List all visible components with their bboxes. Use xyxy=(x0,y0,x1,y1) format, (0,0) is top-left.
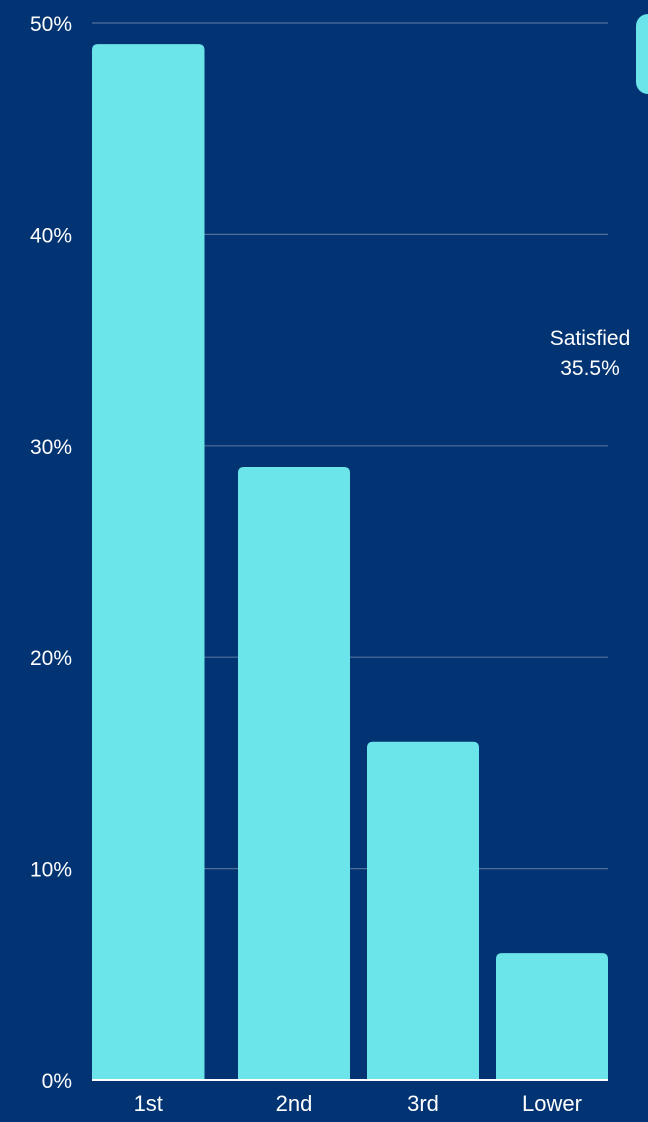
y-tick-label: 30% xyxy=(30,436,72,459)
x-category-label: Lower xyxy=(522,1091,582,1116)
bar-lower xyxy=(496,953,608,1080)
x-category-label: 1st xyxy=(134,1091,163,1116)
y-tick-label: 40% xyxy=(30,224,72,247)
x-axis-categories: 1st 2nd 3rd Lower xyxy=(134,1091,582,1116)
bar-3rd xyxy=(367,741,479,1080)
y-tick-label: 10% xyxy=(30,859,72,882)
y-tick-label: 50% xyxy=(30,13,72,36)
y-axis-ticks: 0% 10% 20% 30% 40% 50% xyxy=(30,13,72,1093)
bar-1st xyxy=(92,44,205,1080)
legend-swatch xyxy=(636,14,648,94)
annotation-label: Satisfied xyxy=(549,327,631,350)
bars xyxy=(92,44,608,1080)
y-tick-label: 0% xyxy=(42,1070,72,1093)
satisfied-annotation: Satisfied 35.5% xyxy=(520,324,648,384)
x-category-label: 3rd xyxy=(407,1091,439,1116)
x-category-label: 2nd xyxy=(276,1091,313,1116)
bar-2nd xyxy=(238,466,350,1080)
y-tick-label: 20% xyxy=(30,647,72,670)
annotation-value: 35.5% xyxy=(560,357,620,380)
